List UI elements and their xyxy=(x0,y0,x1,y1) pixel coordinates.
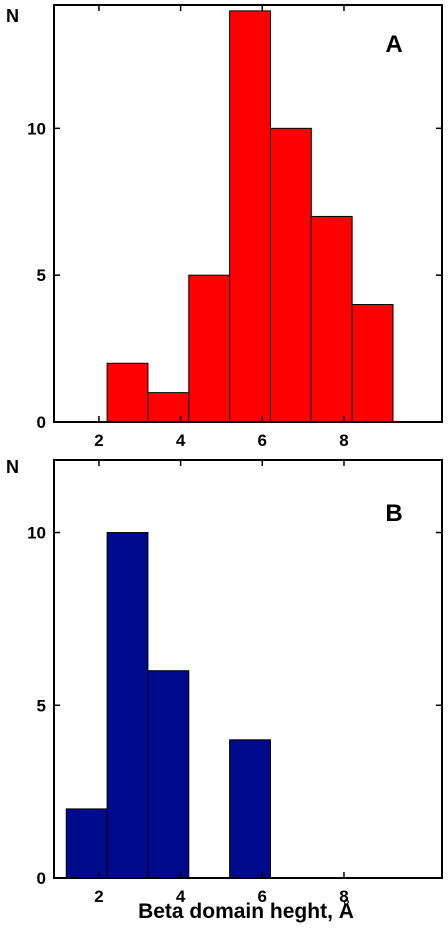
panel-label: A xyxy=(385,31,402,58)
histogram-bar xyxy=(147,670,190,879)
histogram-bar xyxy=(147,392,190,423)
panel-label: B xyxy=(385,500,402,527)
y-tick-label: 0 xyxy=(37,869,46,888)
bar-group xyxy=(65,532,271,879)
y-tick-label: 5 xyxy=(37,696,46,715)
tick-group: 2 4 6 8 0 5 10 xyxy=(27,5,442,450)
panel-a: 2 4 6 8 0 5 10 N A xyxy=(6,4,443,450)
axes-frame xyxy=(53,459,443,879)
x-axis-label: Beta domain heght, Å xyxy=(138,899,354,923)
x-tick-label: 8 xyxy=(339,887,348,906)
x-tick-label: 2 xyxy=(94,887,103,906)
x-tick-label: 6 xyxy=(258,431,267,450)
x-tick-label: 4 xyxy=(176,431,186,450)
histogram-bar xyxy=(229,739,271,879)
x-tick-label: 4 xyxy=(176,887,186,906)
histogram-bar xyxy=(269,127,312,423)
y-axis-label: N xyxy=(6,6,19,26)
bar-group xyxy=(106,10,394,423)
histogram-bar xyxy=(106,362,149,423)
tick-group: 2 4 6 8 0 5 10 xyxy=(27,460,442,906)
y-tick-label: 10 xyxy=(27,524,46,543)
x-tick-label: 8 xyxy=(339,431,348,450)
y-tick-label: 0 xyxy=(37,413,46,432)
histogram-bar xyxy=(65,808,108,879)
y-tick-label: 5 xyxy=(37,266,46,285)
axes-frame xyxy=(53,4,443,423)
panel-b: 2 4 6 8 0 5 10 N B Beta domain heght, Å xyxy=(6,457,443,923)
x-tick-label: 6 xyxy=(258,887,267,906)
histogram-bar xyxy=(310,215,353,423)
histogram-bar xyxy=(229,10,271,423)
histogram-bar xyxy=(188,274,231,423)
y-tick-label: 10 xyxy=(27,119,46,138)
histogram-bar xyxy=(106,532,149,879)
x-tick-label: 2 xyxy=(94,431,103,450)
y-axis-label: N xyxy=(6,457,19,477)
histogram-bar xyxy=(351,304,394,423)
